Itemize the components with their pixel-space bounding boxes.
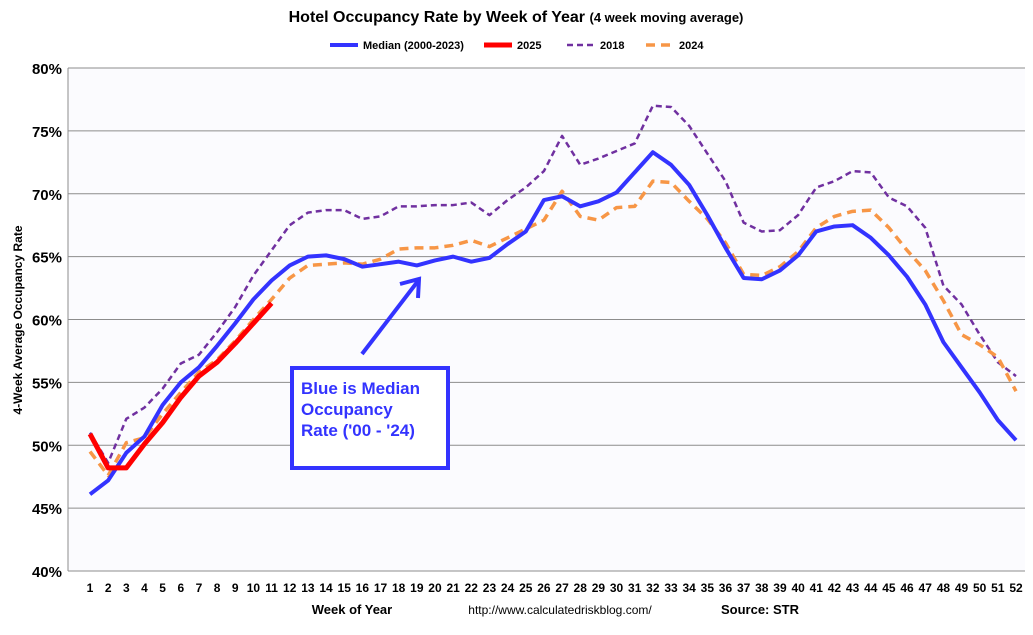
x-tick-label: 28 xyxy=(574,581,588,595)
x-tick-label: 21 xyxy=(446,581,460,595)
y-tick-label: 55% xyxy=(32,375,62,392)
x-tick-label: 19 xyxy=(410,581,424,595)
x-tick-label: 3 xyxy=(123,581,130,595)
y-tick-label: 75% xyxy=(32,124,62,141)
x-tick-label: 33 xyxy=(664,581,678,595)
x-axis-ticks: 1 2 3 4 5 6 7 8 9 10 11 12 13 14 15 16 17 18 19 20 21 22 23 24 2… xyxy=(87,581,1023,595)
legend-label: 2025 xyxy=(517,40,541,52)
y-tick-label: 60% xyxy=(32,313,62,330)
x-tick-label: 6 xyxy=(177,581,184,595)
annotation-box: Blue is Median Occupancy Rate ('00 - '24… xyxy=(290,366,450,470)
series-lines xyxy=(87,104,1018,496)
x-tick-label: 38 xyxy=(755,581,769,595)
x-tick-label: 46 xyxy=(900,581,914,595)
x-tick-label: 40 xyxy=(791,581,805,595)
x-tick-label: 17 xyxy=(374,581,388,595)
x-tick-label: 50 xyxy=(973,581,987,595)
x-tick-label: 5 xyxy=(159,581,166,595)
x-tick-label: 10 xyxy=(247,581,261,595)
annotation-line: Occupancy xyxy=(301,400,393,419)
x-axis-label: Week of Year xyxy=(312,602,392,617)
y-tick-label: 70% xyxy=(32,187,62,204)
x-tick-label: 51 xyxy=(991,581,1005,595)
x-tick-label: 32 xyxy=(646,581,660,595)
source-label: Source: STR xyxy=(721,602,800,617)
x-tick-label: 14 xyxy=(319,581,333,595)
x-tick-label: 20 xyxy=(428,581,442,595)
x-tick-label: 48 xyxy=(937,581,951,595)
x-tick-label: 1 xyxy=(87,581,94,595)
y-tick-label: 50% xyxy=(32,438,62,455)
chart-title: Hotel Occupancy Rate by Week of Year (4 … xyxy=(289,9,744,26)
x-tick-label: 12 xyxy=(283,581,297,595)
y-tick-label: 65% xyxy=(32,250,62,267)
x-tick-label: 26 xyxy=(537,581,551,595)
x-tick-label: 15 xyxy=(338,581,352,595)
x-tick-label: 16 xyxy=(356,581,370,595)
x-tick-label: 8 xyxy=(214,581,221,595)
legend-label: Median (2000-2023) xyxy=(363,40,464,52)
source-url: http://www.calculatedriskblog.com/ xyxy=(468,603,652,617)
annotation-arrow xyxy=(360,276,422,356)
annotation-line: Blue is Median xyxy=(301,379,421,398)
y-tick-label: 45% xyxy=(32,501,62,518)
x-tick-label: 37 xyxy=(737,581,751,595)
x-tick-label: 42 xyxy=(828,581,842,595)
x-tick-label: 7 xyxy=(196,581,203,595)
x-tick-label: 31 xyxy=(628,581,642,595)
x-tick-label: 30 xyxy=(610,581,624,595)
annotation-line: Rate ('00 - '24) xyxy=(301,421,415,440)
x-tick-label: 36 xyxy=(719,581,733,595)
legend-label: 2018 xyxy=(600,40,624,52)
x-tick-label: 11 xyxy=(265,581,278,595)
series-line-2018 xyxy=(88,104,1017,465)
legend-label: 2024 xyxy=(679,40,704,52)
x-tick-label: 43 xyxy=(846,581,860,595)
y-axis-label: 4-Week Average Occupancy Rate xyxy=(11,225,25,414)
x-tick-label: 34 xyxy=(682,581,696,595)
x-tick-label: 47 xyxy=(919,581,933,595)
x-tick-label: 52 xyxy=(1009,581,1023,595)
x-tick-label: 2 xyxy=(105,581,112,595)
x-tick-label: 25 xyxy=(519,581,533,595)
x-tick-label: 44 xyxy=(864,581,878,595)
gridlines xyxy=(67,67,1025,572)
x-tick-label: 45 xyxy=(882,581,896,595)
x-tick-label: 13 xyxy=(301,581,315,595)
x-tick-label: 29 xyxy=(592,581,606,595)
x-tick-label: 35 xyxy=(701,581,715,595)
y-axis-ticks: 40% 45% 50% 55% 60% 65% 70% 75% 80% xyxy=(32,61,62,581)
x-tick-label: 49 xyxy=(955,581,969,595)
x-tick-label: 24 xyxy=(501,581,515,595)
legend: Median (2000-2023) 2025 2018 2024 xyxy=(330,40,704,52)
x-tick-label: 39 xyxy=(773,581,787,595)
y-tick-label: 80% xyxy=(32,61,62,78)
x-tick-label: 27 xyxy=(555,581,569,595)
x-tick-label: 18 xyxy=(392,581,406,595)
series-line-2025 xyxy=(87,301,274,471)
x-tick-label: 4 xyxy=(141,581,148,595)
x-tick-label: 41 xyxy=(810,581,824,595)
series-line-median-2000-2023- xyxy=(88,150,1018,496)
x-tick-label: 23 xyxy=(483,581,497,595)
x-tick-label: 9 xyxy=(232,581,239,595)
x-tick-label: 22 xyxy=(465,581,479,595)
y-tick-label: 40% xyxy=(32,564,62,581)
